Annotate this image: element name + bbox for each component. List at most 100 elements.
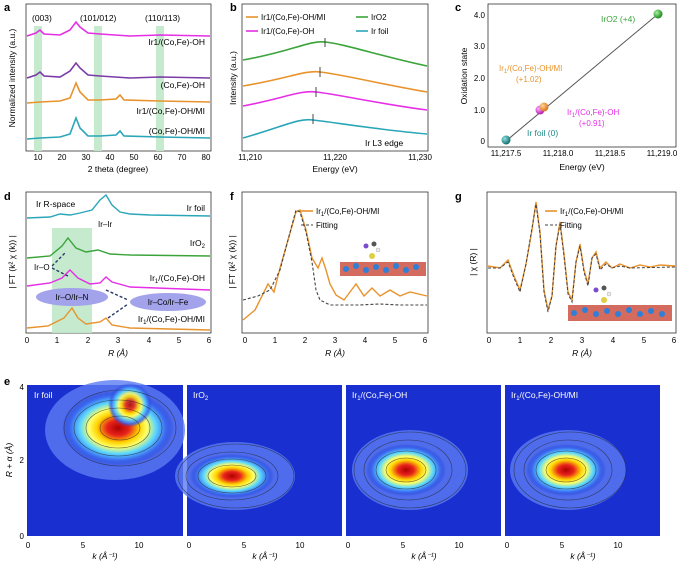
y-axis-label: | FT (k² χ (k)) |	[227, 235, 237, 289]
tick-label: 10	[296, 541, 305, 550]
wavelet-map: Ir1/(Co,Fe)-OH/MI	[505, 385, 660, 536]
plot-frame	[486, 191, 677, 334]
xrd-series	[26, 80, 211, 104]
peak-label: (003)	[32, 13, 52, 23]
legend: Ir1/(Co,Fe)-OH/MI Fitting	[301, 207, 379, 230]
point-label: Ir foil (0)	[527, 128, 558, 138]
tick-label: 3	[333, 336, 338, 345]
tick-label: 2.0	[474, 74, 486, 83]
tick-label: 4	[147, 336, 152, 345]
tick-label: 1.0	[474, 106, 486, 115]
plot-frame	[487, 3, 677, 148]
panel-letter: b	[230, 2, 237, 14]
x-axis-label: 2 theta (degree)	[88, 164, 149, 174]
x-axis-label: Energy (eV)	[312, 164, 358, 174]
panel-g: g Ir1/(Co,Fe)-OH/MI Fitting 0 1 2 3	[455, 191, 677, 358]
tick-label: 5	[81, 541, 86, 550]
plot-title: Ir R-space	[36, 199, 75, 209]
x-axis-label: R (Å)	[108, 348, 128, 358]
point-label: (+1.02)	[516, 75, 542, 84]
legend: Ir1/(Co,Fe)-OH/MI Ir1/(Co,Fe)-OH IrO2 Ir…	[246, 13, 389, 36]
tick-label: 0	[25, 336, 30, 345]
tick-label: 5	[401, 541, 406, 550]
series-label: (Co,Fe)-OH/MI	[149, 126, 205, 136]
shell-highlight	[52, 228, 92, 333]
point-label: Ir1/(Co,Fe)-OH	[567, 108, 619, 119]
point-label: IrO2 (+4)	[601, 14, 635, 24]
point-label: Ir1/(Co,Fe)-OH/MI	[499, 64, 562, 75]
tick-label: 11,218.0	[543, 149, 574, 158]
tick-label: 10	[614, 541, 623, 550]
y-axis-label: | χ (R) |	[468, 248, 478, 276]
x-axis-label: k (Å⁻¹)	[252, 551, 277, 561]
tick-label: 5	[642, 336, 647, 345]
panel-c: c 0 1.0 2.0 3.0 4.0 11,217.5 11,218.0 11…	[455, 2, 678, 172]
plot-frame	[241, 191, 429, 334]
molecule-model	[340, 241, 426, 276]
panel-e: e R + α (Å) 0 2 4 Ir foil	[4, 376, 660, 561]
tick-label: 1	[518, 336, 523, 345]
panel-d: d Ir R-space Ir foil IrO2 Ir1/(Co,Fe)-OH…	[4, 191, 212, 358]
tick-label: 6	[423, 336, 428, 345]
tick-label: 11,219.0	[647, 149, 678, 158]
tick-label: 3	[580, 336, 585, 345]
panel-f: f Ir1/(Co,Fe)-OH/MI Fitting 0 1 2 3	[227, 191, 429, 358]
tick-label: 0	[487, 336, 492, 345]
x-axis-label: k (Å⁻¹)	[92, 551, 117, 561]
fit-line	[505, 13, 659, 142]
plot-frame	[241, 3, 429, 152]
tick-label: 5	[560, 541, 565, 550]
tick-label: 1	[55, 336, 60, 345]
ft-series	[26, 269, 211, 291]
ft-series	[26, 306, 211, 331]
point-label: (+0.91)	[579, 119, 605, 128]
tick-label: 0	[505, 541, 510, 550]
tick-label: 2	[303, 336, 308, 345]
legend-entry: Ir foil	[371, 27, 389, 36]
x-ticks: 0 1 2 3 4 5 6	[487, 336, 677, 345]
x-ticks: 0 5 10 0 5 10 0 5 10 0 5 10	[26, 541, 623, 550]
peak-label: (110/113)	[145, 13, 180, 23]
tick-label: 0	[346, 541, 351, 550]
peak-highlight	[156, 26, 164, 151]
x-ticks: 11,217.5 11,218.0 11,218.5 11,219.0	[491, 149, 678, 158]
tick-label: 60	[154, 153, 163, 162]
panel-a: a (003) (101/012) (110/113) Ir1/(Co,Fe)-…	[4, 2, 212, 174]
tick-label: 6	[672, 336, 677, 345]
legend-entry: IrO2	[371, 13, 387, 22]
data-point	[653, 9, 663, 19]
xrd-series	[26, 115, 211, 140]
panel-b: b Ir1/(Co,Fe)-OH/MI Ir1/(Co,Fe)-OH IrO2 …	[228, 2, 432, 174]
label-bubble	[130, 293, 206, 311]
label-bubble	[36, 288, 108, 306]
molecule-model	[568, 285, 672, 321]
tick-label: 0	[187, 541, 192, 550]
x-axis-label: R (Å)	[325, 348, 345, 358]
legend-entry: Fitting	[560, 221, 582, 230]
tick-label: 70	[178, 153, 187, 162]
legend-entry: Ir1/(Co,Fe)-OH	[261, 27, 315, 36]
data-point	[501, 135, 511, 145]
ft-data	[242, 209, 428, 321]
panel-letter: c	[455, 2, 461, 14]
tick-label: 10	[455, 541, 464, 550]
tick-label: 40	[106, 153, 115, 162]
pointer-arrow	[51, 267, 69, 277]
tick-label: 0	[243, 336, 248, 345]
plot-frame	[25, 191, 212, 334]
tick-label: 3	[116, 336, 121, 345]
tick-label: 4	[20, 383, 25, 392]
x-axis-label: k (Å⁻¹)	[570, 551, 595, 561]
x-axis-label: Energy (eV)	[559, 162, 605, 172]
tick-label: 0	[481, 137, 486, 146]
legend: Ir1/(Co,Fe)-OH/MI Fitting	[545, 207, 623, 230]
legend-entry: Fitting	[316, 221, 338, 230]
wavelet-map: Ir1/(Co,Fe)-OH	[346, 385, 501, 536]
tick-label: 11,210	[238, 153, 262, 162]
tick-label: 11,218.5	[595, 149, 626, 158]
tick-label: 4	[363, 336, 368, 345]
tick-label: 5	[393, 336, 398, 345]
x-axis-label: k (Å⁻¹)	[411, 551, 436, 561]
tick-label: 11,217.5	[491, 149, 522, 158]
